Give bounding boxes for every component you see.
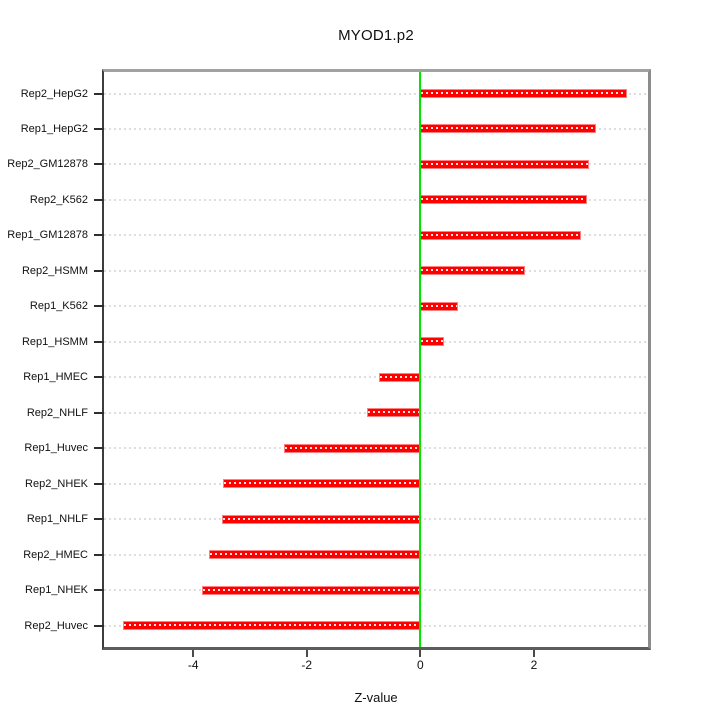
gridline [104, 340, 648, 343]
bar-dash-pattern [421, 127, 595, 130]
y-axis-tick [94, 624, 104, 627]
y-axis-label: Rep2_K562 [29, 193, 88, 206]
gridline [104, 305, 648, 308]
zero-line [419, 72, 422, 647]
bar-dash-pattern [224, 482, 420, 485]
gridline [104, 198, 648, 201]
bar [420, 159, 590, 169]
y-axis-tick [94, 553, 104, 556]
bar-dash-pattern [124, 624, 420, 627]
y-axis-tick [94, 269, 104, 272]
bar-dash-pattern [421, 92, 627, 94]
gridline [104, 92, 648, 95]
bar-dash-pattern [421, 340, 443, 343]
y-axis-tick [94, 163, 104, 166]
bar [123, 621, 421, 631]
y-axis-tick [94, 376, 104, 379]
gridline [104, 234, 648, 237]
x-axis-tick-label: -4 [187, 658, 199, 672]
bar-dash-pattern [203, 588, 420, 591]
y-axis-label: Rep2_HSMM [21, 264, 88, 277]
y-axis-label: Rep1_HSMM [21, 335, 88, 348]
bar [420, 337, 444, 347]
y-axis-label: Rep2_NHLF [26, 406, 88, 419]
bar-dash-pattern [421, 198, 586, 201]
bar [378, 372, 421, 382]
x-axis-tick-label: 0 [417, 658, 424, 672]
x-axis-tick [305, 650, 308, 657]
y-axis-tick [94, 589, 104, 592]
y-axis-label: Rep2_HepG2 [20, 87, 88, 100]
bar [202, 585, 421, 595]
bar [284, 443, 421, 453]
gridline [104, 127, 648, 130]
x-axis-tick [532, 650, 535, 657]
y-axis-tick [94, 482, 104, 485]
bar-dash-pattern [210, 553, 420, 556]
y-axis-label: Rep2_NHEK [25, 477, 88, 490]
y-axis-label: Rep1_HMEC [23, 371, 88, 384]
x-axis-tick-label: -2 [301, 658, 313, 672]
y-axis-label: Rep1_NHEK [25, 584, 88, 597]
bar [222, 514, 421, 524]
bar [420, 301, 459, 311]
bar [209, 550, 421, 560]
bar [420, 230, 581, 240]
bar [366, 408, 421, 418]
y-axis-label: Rep2_GM12878 [7, 158, 88, 171]
y-axis-tick [94, 305, 104, 308]
gridline [104, 163, 648, 166]
plot-area [102, 69, 651, 650]
bar [420, 195, 587, 205]
gridline [104, 269, 648, 272]
y-axis-tick [94, 234, 104, 237]
bar [420, 266, 526, 276]
x-axis-title: Z-value [354, 690, 398, 705]
bar-dash-pattern [379, 375, 420, 378]
y-axis-label: Rep1_HepG2 [20, 122, 88, 135]
y-axis-label: Rep1_NHLF [26, 513, 88, 526]
y-axis-tick [94, 340, 104, 343]
x-axis-tick [192, 650, 195, 657]
bar-dash-pattern [421, 269, 525, 272]
y-axis-tick [94, 92, 104, 95]
bar-dash-pattern [285, 446, 420, 449]
bar-dash-pattern [421, 233, 580, 236]
bar [223, 479, 421, 489]
chart-title: MYOD1.p2 [338, 27, 414, 44]
y-axis-label: Rep1_GM12878 [7, 229, 88, 242]
y-axis-tick [94, 518, 104, 521]
y-axis-label: Rep2_HMEC [23, 548, 88, 561]
y-axis-label: Rep1_K562 [29, 300, 88, 313]
y-axis-tick [94, 127, 104, 130]
bar-dash-pattern [421, 162, 589, 165]
y-axis-tick [94, 198, 104, 201]
y-axis-tick [94, 447, 104, 450]
x-axis-tick [419, 650, 422, 657]
bar-dash-pattern [421, 304, 458, 307]
x-axis-tick-label: 2 [530, 658, 538, 672]
y-axis-tick [94, 411, 104, 414]
bar [420, 89, 628, 98]
y-axis-label: Rep1_Huvec [24, 442, 88, 455]
bar-dash-pattern [367, 411, 420, 414]
y-axis-label: Rep2_Huvec [24, 619, 88, 632]
gridline [104, 376, 648, 379]
bar-dash-pattern [223, 517, 420, 520]
bar [420, 124, 596, 134]
